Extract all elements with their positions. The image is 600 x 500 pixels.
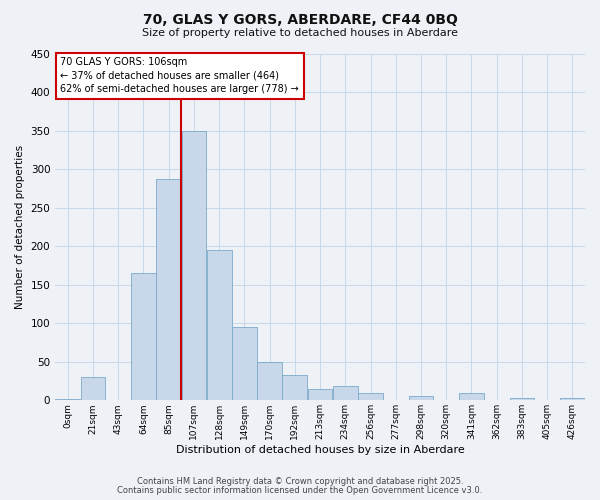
Bar bbox=[409, 396, 433, 400]
Bar bbox=[358, 392, 383, 400]
Bar bbox=[207, 250, 232, 400]
Text: 70, GLAS Y GORS, ABERDARE, CF44 0BQ: 70, GLAS Y GORS, ABERDARE, CF44 0BQ bbox=[143, 12, 457, 26]
Y-axis label: Number of detached properties: Number of detached properties bbox=[15, 145, 25, 309]
Text: 70 GLAS Y GORS: 106sqm
← 37% of detached houses are smaller (464)
62% of semi-de: 70 GLAS Y GORS: 106sqm ← 37% of detached… bbox=[61, 58, 299, 94]
Text: Contains public sector information licensed under the Open Government Licence v3: Contains public sector information licen… bbox=[118, 486, 482, 495]
Bar bbox=[257, 362, 282, 401]
Bar bbox=[509, 398, 534, 400]
Bar bbox=[232, 327, 257, 400]
Bar bbox=[333, 386, 358, 400]
Bar bbox=[182, 131, 206, 400]
X-axis label: Distribution of detached houses by size in Aberdare: Distribution of detached houses by size … bbox=[176, 445, 464, 455]
Bar bbox=[157, 180, 181, 400]
Bar bbox=[131, 274, 156, 400]
Bar bbox=[459, 392, 484, 400]
Bar bbox=[55, 399, 80, 400]
Text: Contains HM Land Registry data © Crown copyright and database right 2025.: Contains HM Land Registry data © Crown c… bbox=[137, 477, 463, 486]
Bar bbox=[308, 388, 332, 400]
Text: Size of property relative to detached houses in Aberdare: Size of property relative to detached ho… bbox=[142, 28, 458, 38]
Bar bbox=[80, 377, 106, 400]
Bar bbox=[560, 398, 585, 400]
Bar bbox=[283, 375, 307, 400]
